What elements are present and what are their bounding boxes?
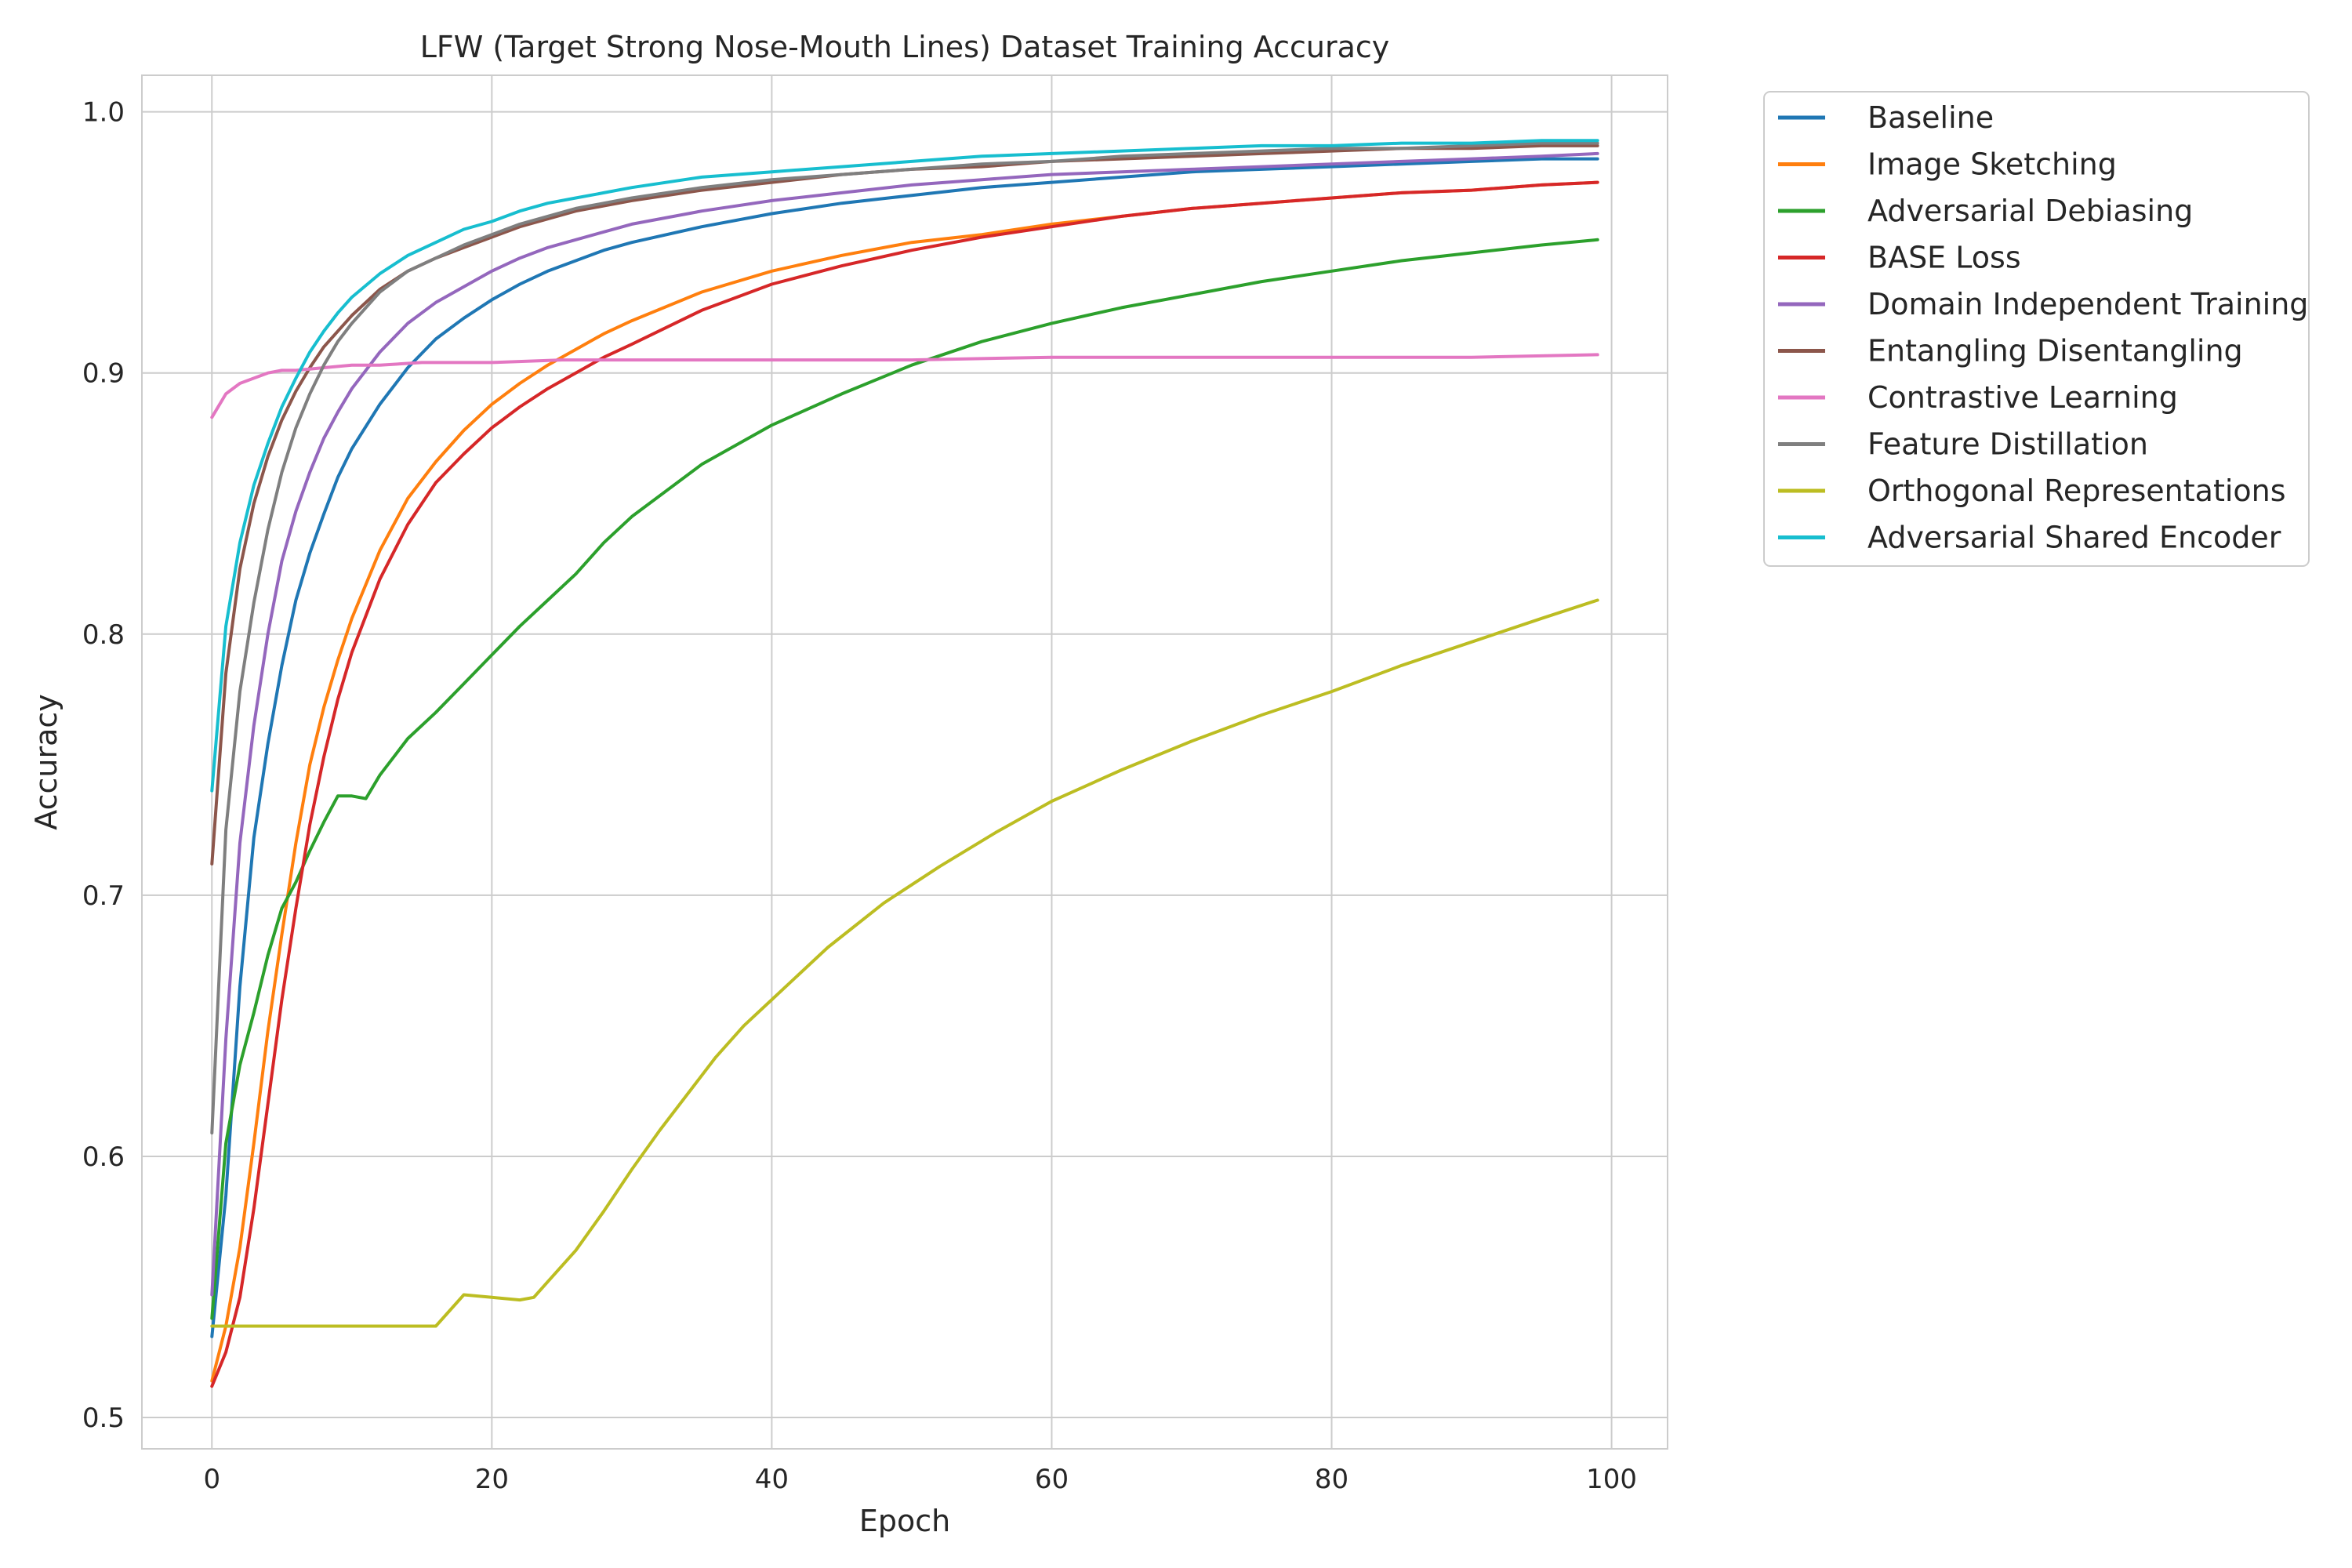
chart-title: LFW (Target Strong Nose-Mouth Lines) Dat… <box>420 30 1390 64</box>
series-line-6 <box>210 143 1599 866</box>
series-line-9 <box>210 598 1599 1328</box>
series-layer <box>210 139 1599 1388</box>
x-axis-title: Epoch <box>859 1504 950 1538</box>
series-line-8 <box>210 141 1599 1134</box>
series-line-5 <box>210 151 1599 1297</box>
series-line-4 <box>210 180 1599 1388</box>
x-tick-label: 0 <box>203 1464 220 1495</box>
legend-label: Contrastive Learning <box>1867 380 2178 415</box>
grid-lines <box>142 75 1668 1449</box>
legend-label: Baseline <box>1867 100 1994 135</box>
series-line-3 <box>210 238 1599 1320</box>
x-tick-label: 100 <box>1586 1464 1637 1495</box>
y-tick-label: 0.7 <box>82 880 125 912</box>
legend-label: Adversarial Shared Encoder <box>1867 521 2281 555</box>
y-tick-label: 0.6 <box>82 1142 125 1173</box>
y-axis-ticks: 0.5 0.6 0.7 0.8 0.9 1.0 <box>82 97 125 1434</box>
legend-label: BASE Loss <box>1867 241 2021 275</box>
x-tick-label: 80 <box>1315 1464 1348 1495</box>
y-tick-label: 0.5 <box>82 1403 125 1434</box>
legend-label: Orthogonal Representations <box>1867 474 2286 508</box>
y-axis-title: Accuracy <box>29 694 64 830</box>
plot-area-frame <box>141 74 1668 1450</box>
y-tick-label: 0.8 <box>82 619 125 651</box>
x-axis-ticks: 0 20 40 60 80 100 <box>203 1464 1637 1495</box>
x-tick-label: 20 <box>475 1464 509 1495</box>
series-line-10 <box>210 139 1599 793</box>
y-tick-label: 1.0 <box>82 97 125 129</box>
series-line-7 <box>210 353 1599 419</box>
y-tick-label: 0.9 <box>82 358 125 390</box>
legend-label: Entangling Disentangling <box>1867 334 2243 368</box>
legend-label: Domain Independent Training <box>1867 287 2308 321</box>
legend: Baseline Image Sketching Adversarial Debia… <box>1763 91 2310 567</box>
series-line-1 <box>210 157 1599 1338</box>
x-tick-label: 40 <box>755 1464 789 1495</box>
legend-label: Feature Distillation <box>1867 427 2148 462</box>
legend-frame <box>1763 91 2310 567</box>
legend-label: Image Sketching <box>1867 147 2117 182</box>
legend-items: Baseline Image Sketching Adversarial Debia… <box>1778 100 2308 555</box>
legend-label: Adversarial Debiasing <box>1867 194 2193 228</box>
x-tick-label: 60 <box>1035 1464 1069 1495</box>
